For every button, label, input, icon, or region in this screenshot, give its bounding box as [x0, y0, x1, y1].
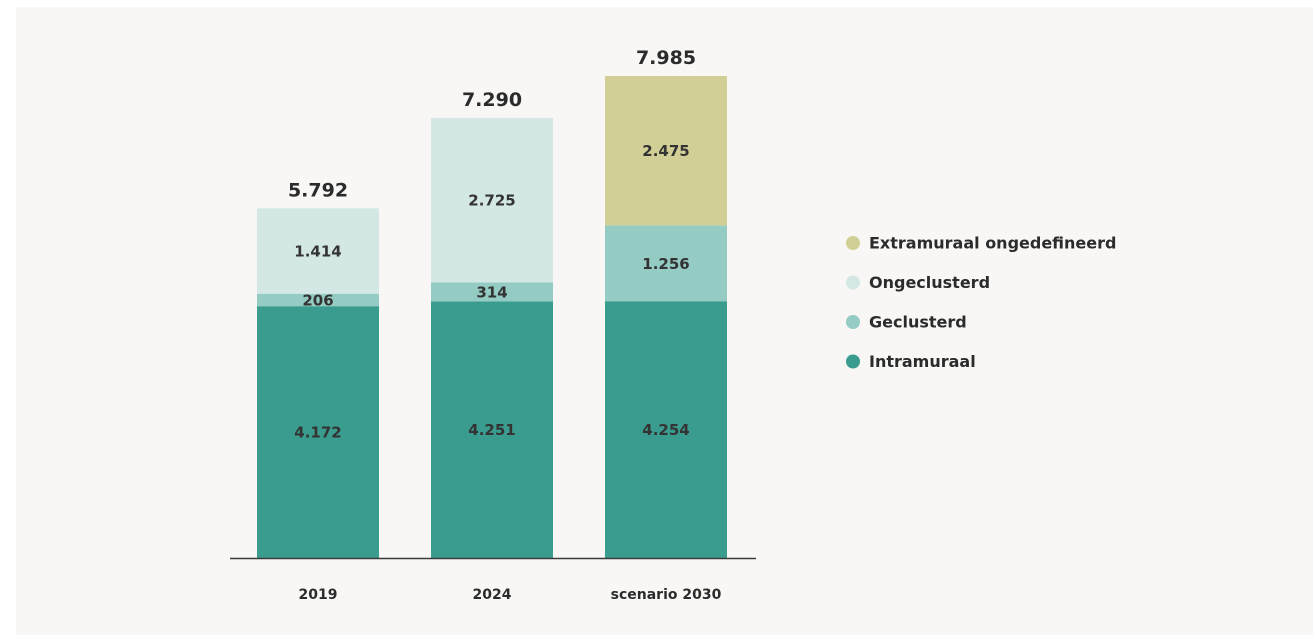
segment-value-label: 1.414 [294, 243, 341, 261]
bar-segment-ongeclusterd-0 [257, 208, 379, 294]
legend-label: Intramuraal [869, 352, 976, 371]
bar-segment-intramuraal-1 [431, 301, 553, 558]
segment-value-label: 1.256 [642, 255, 689, 273]
category-label: 2019 [299, 587, 338, 603]
bar-segment-geclusterd-2 [605, 225, 727, 302]
legend-label: Extramuraal ongedefineerd [869, 234, 1116, 253]
bar-segment-extramuraal-ongedefineerd-2 [605, 76, 727, 226]
segment-value-label: 4.172 [294, 424, 341, 442]
category-label: 2024 [473, 587, 512, 603]
segment-value-label: 314 [476, 283, 507, 301]
segment-value-label: 4.251 [468, 421, 515, 439]
bar-segment-geclusterd-1 [431, 282, 553, 302]
bar-segment-geclusterd-0 [257, 293, 379, 307]
legend: Extramuraal ongedefineerd Ongeclusterd Gec… [846, 234, 1116, 371]
total-value-label: 7.290 [462, 89, 522, 111]
stacked-bar-chart: 4.172 206 1.414 5.792 2019 4.251 314 2.725 7.290… [230, 47, 1116, 603]
segment-value-label: 2.725 [468, 192, 515, 210]
legend-swatch [846, 236, 860, 250]
legend-label: Geclusterd [869, 313, 967, 332]
category-label: scenario 2030 [611, 587, 722, 603]
total-value-label: 7.985 [636, 47, 696, 69]
labels-layer: 4.172 206 1.414 5.792 2019 4.251 314 2.725 7.290… [288, 47, 722, 603]
chart-panel: 4.172 206 1.414 5.792 2019 4.251 314 2.725 7.290… [16, 7, 1313, 635]
bar-segment-intramuraal-2 [605, 301, 727, 558]
legend-swatch [846, 354, 860, 369]
bars-layer [257, 76, 727, 558]
legend-label: Ongeclusterd [869, 273, 990, 292]
legend-swatch [846, 315, 860, 329]
total-value-label: 5.792 [288, 179, 348, 201]
segment-value-label: 4.254 [642, 421, 689, 439]
legend-swatch [846, 275, 860, 290]
bar-segment-ongeclusterd-1 [431, 117, 553, 283]
segment-value-label: 2.475 [642, 142, 689, 160]
bar-segment-intramuraal-0 [257, 306, 379, 558]
segment-value-label: 206 [302, 291, 333, 309]
